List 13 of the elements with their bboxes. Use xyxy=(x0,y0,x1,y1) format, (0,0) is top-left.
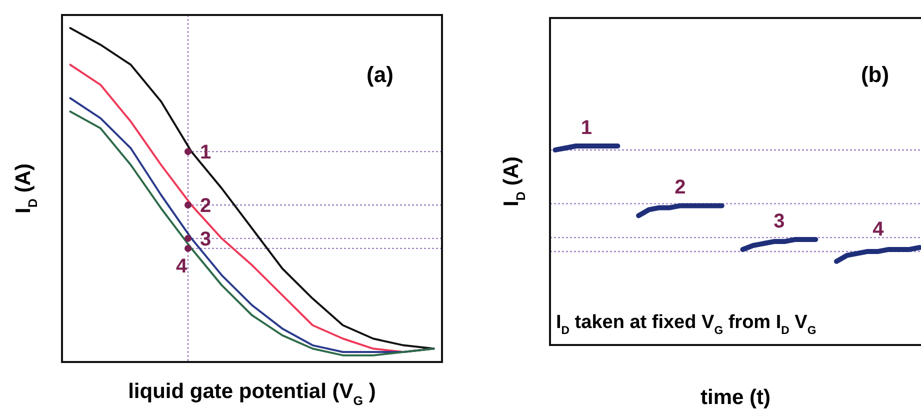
annotation: 2 xyxy=(200,195,212,218)
annotation: 3 xyxy=(200,228,212,250)
chart-title: (b) xyxy=(860,62,890,87)
annotation: 4 xyxy=(872,218,885,240)
annotation: 3 xyxy=(774,210,785,233)
x-axis-title: liquid gate potential (V$_{G}$) xyxy=(128,380,376,408)
text: 1 xyxy=(580,117,592,139)
x-axis-title: time (t) xyxy=(700,386,770,409)
annotation: 1 xyxy=(200,142,212,164)
annotation: 4 xyxy=(176,255,188,278)
annotation: 2 xyxy=(674,176,686,199)
annotation: I$_{D}$ taken at fixed V$_{G}$ from I$_{D}$V$_{G}$ xyxy=(556,312,816,337)
text: (a) xyxy=(366,62,394,87)
